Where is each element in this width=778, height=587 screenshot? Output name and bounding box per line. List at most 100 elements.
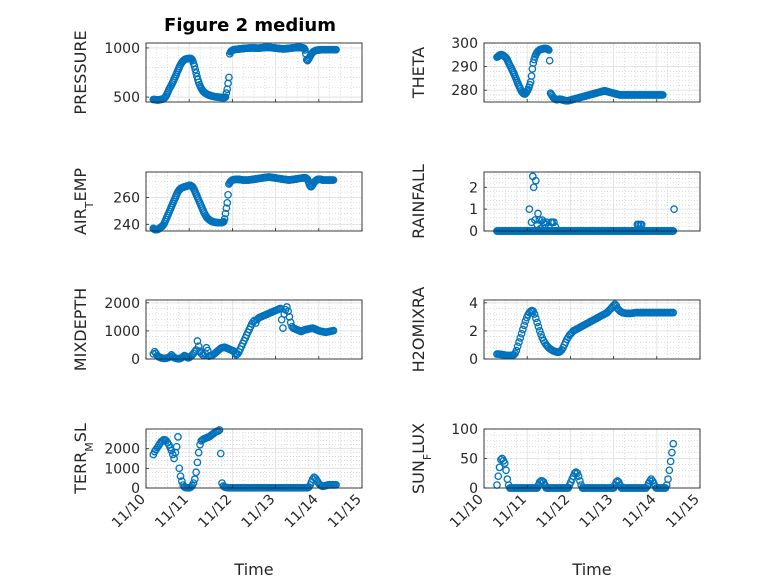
y-tick-label: 100 xyxy=(451,422,478,438)
y-axis-label: H2OMIXRA xyxy=(409,287,428,373)
data-point xyxy=(222,204,231,213)
data-point xyxy=(530,310,539,318)
data-point xyxy=(225,73,233,82)
data-point xyxy=(535,216,544,224)
data-point xyxy=(329,176,338,184)
data-point xyxy=(221,209,230,218)
subplot-6: 0 2 4 H2OMIXRA xyxy=(409,287,701,373)
data-point xyxy=(550,218,558,227)
data-point xyxy=(537,330,545,339)
data-point xyxy=(192,468,200,477)
x-axis-label: Time xyxy=(233,560,273,579)
data-point xyxy=(545,56,554,65)
data-point xyxy=(534,322,543,331)
data-point xyxy=(495,463,504,472)
subplot-3: 240 260 AIRTEMP xyxy=(71,168,363,235)
data-point xyxy=(512,346,521,355)
data-point xyxy=(668,448,676,457)
data-series xyxy=(149,173,338,234)
data-point xyxy=(533,318,541,327)
data-point xyxy=(527,72,536,80)
data-series xyxy=(493,300,678,360)
data-point xyxy=(329,326,338,335)
subplot-1: 500 1000 PRESSURE xyxy=(71,30,363,115)
x-axis-label: Time xyxy=(571,560,611,579)
y-axis-label: MIXDEPTH xyxy=(71,288,90,371)
data-point xyxy=(222,89,231,98)
y-tick-label: 260 xyxy=(113,190,140,206)
data-point xyxy=(516,334,525,342)
data-point xyxy=(517,329,526,338)
data-point xyxy=(215,426,224,434)
y-tick-label: 300 xyxy=(451,36,478,52)
y-tick-label: 2000 xyxy=(104,296,140,312)
data-point xyxy=(520,321,529,330)
data-point xyxy=(190,475,199,483)
data-point xyxy=(220,215,229,223)
data-point xyxy=(301,46,309,54)
data-point xyxy=(551,222,560,231)
data-point xyxy=(670,205,678,213)
y-tick-label: 2 xyxy=(469,324,478,340)
y-tick-label: 1000 xyxy=(104,461,140,477)
y-axis-label: AIRTEMP xyxy=(71,168,96,235)
data-point xyxy=(515,338,523,346)
data-point xyxy=(494,472,503,481)
data-point xyxy=(531,314,540,323)
y-tick-label: 0 xyxy=(469,352,478,368)
data-point xyxy=(519,325,527,334)
y-axis-label: TERRMSL xyxy=(71,423,96,495)
data-point xyxy=(175,464,184,473)
y-tick-label: 290 xyxy=(451,60,478,76)
data-point xyxy=(224,190,232,199)
data-point xyxy=(664,475,672,483)
y-axis-label: THETA xyxy=(409,47,428,99)
data-point xyxy=(216,449,225,458)
data-point xyxy=(637,220,646,229)
data-series xyxy=(149,303,338,363)
y-tick-label: 1000 xyxy=(104,324,140,340)
data-point xyxy=(665,466,674,475)
data-point xyxy=(658,91,667,99)
y-tick-label: 280 xyxy=(451,83,478,99)
subplot-4: 0 1 2 RAINFALL xyxy=(409,164,701,240)
y-axis-label: RAINFALL xyxy=(409,164,428,239)
axes-box xyxy=(483,171,701,232)
data-point xyxy=(174,433,182,441)
subplot-2: 280 290 300 THETA xyxy=(409,36,701,105)
data-point xyxy=(176,472,185,481)
data-point xyxy=(190,62,199,70)
data-point xyxy=(576,477,584,485)
axes-box xyxy=(145,171,363,232)
subplot-5: 0 1000 2000 MIXDEPTH xyxy=(71,288,363,371)
data-point xyxy=(332,45,340,54)
data-point xyxy=(172,442,181,451)
data-point xyxy=(539,218,548,227)
data-series xyxy=(149,43,340,104)
data-point xyxy=(194,342,203,351)
data-point xyxy=(167,446,176,455)
data-point xyxy=(535,327,544,335)
data-point xyxy=(500,459,509,468)
data-point xyxy=(669,308,678,317)
data-point xyxy=(279,324,287,332)
data-point xyxy=(513,342,522,351)
data-point xyxy=(529,183,538,192)
data-point xyxy=(521,317,530,325)
data-point xyxy=(544,46,553,54)
data-point xyxy=(669,439,678,448)
y-tick-label: 2 xyxy=(469,180,478,196)
y-tick-label: 0 xyxy=(131,481,140,497)
data-point xyxy=(223,198,232,207)
y-tick-label: 0 xyxy=(469,224,478,240)
data-point xyxy=(221,93,230,101)
y-tick-label: 0 xyxy=(131,352,140,368)
data-point xyxy=(193,337,202,345)
data-point xyxy=(214,427,222,435)
data-point xyxy=(525,205,534,213)
y-tick-label: 1000 xyxy=(104,41,140,57)
data-point xyxy=(666,457,675,466)
data-point xyxy=(536,224,545,233)
data-point xyxy=(531,216,539,224)
